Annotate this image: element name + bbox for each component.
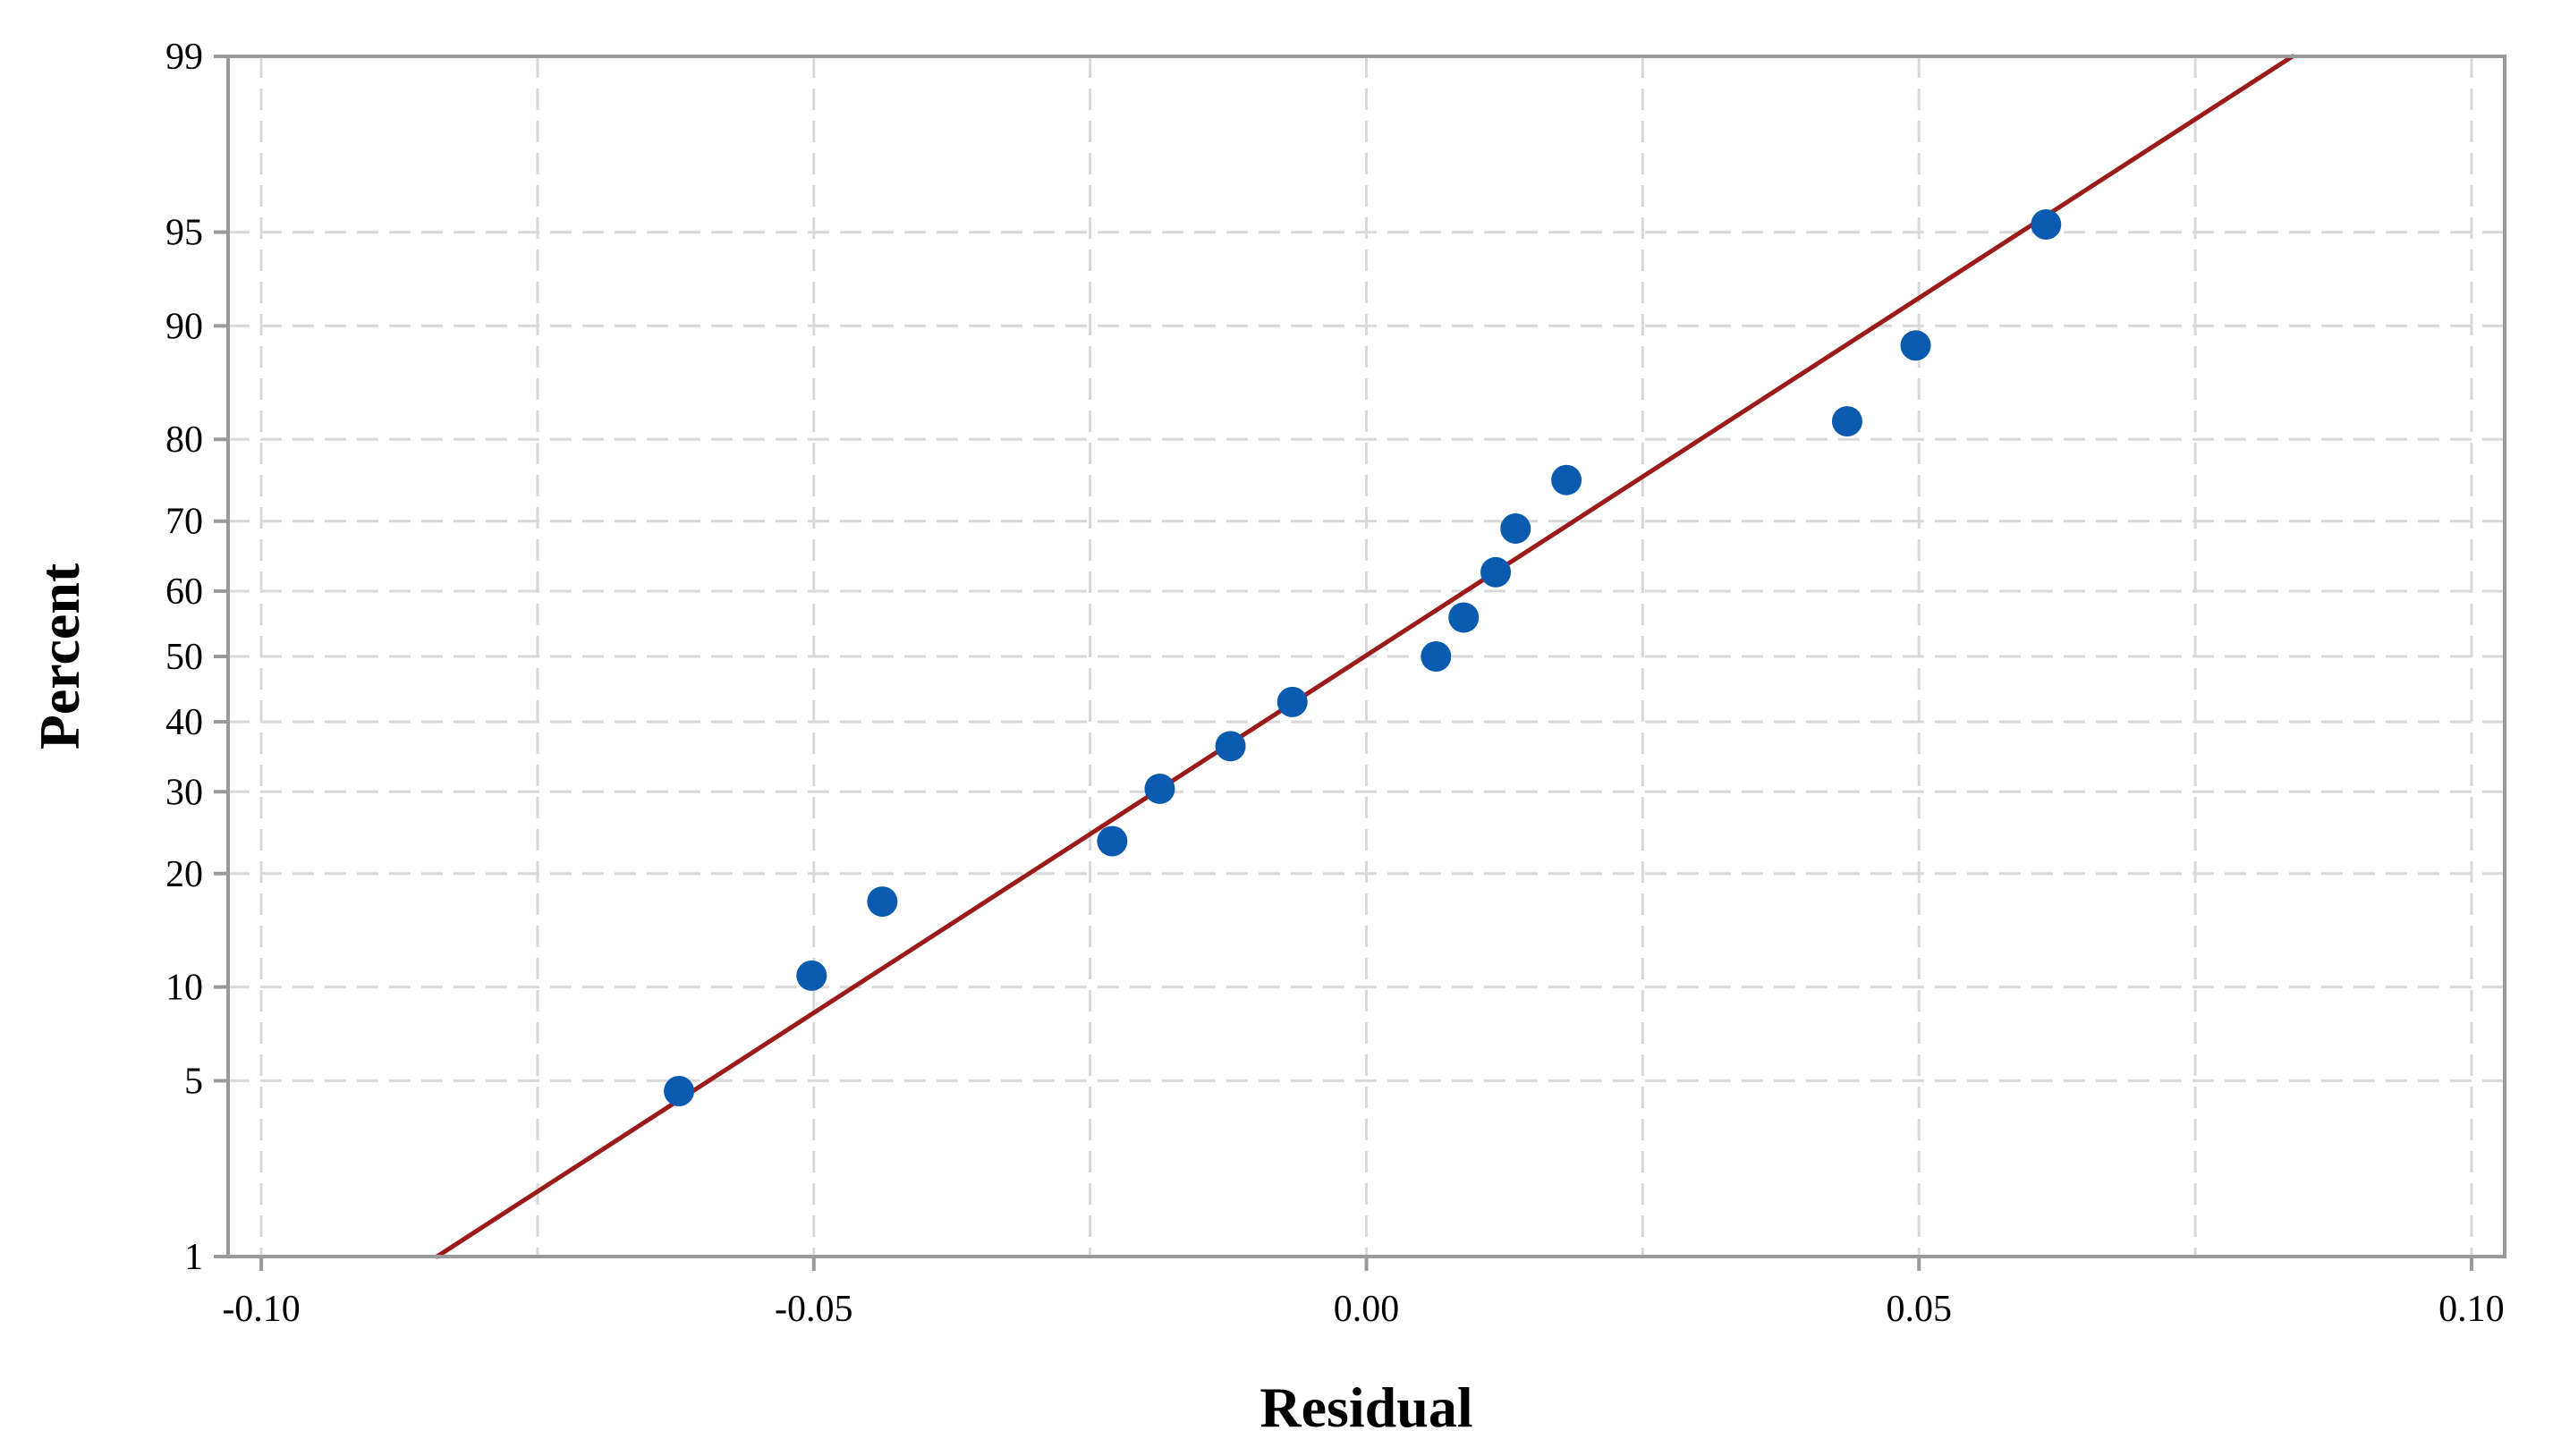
y-tick-label: 99	[165, 37, 203, 78]
y-tick-label: 50	[165, 637, 203, 678]
y-axis-title: Percent	[28, 563, 91, 749]
x-tick-label: 0.05	[1886, 1289, 1952, 1330]
y-tick-label: 95	[165, 213, 203, 254]
y-tick-label: 70	[165, 502, 203, 543]
data-point	[1448, 602, 1480, 633]
data-point	[1215, 731, 1246, 762]
data-point	[2031, 208, 2062, 240]
y-tick-label: 90	[165, 306, 203, 347]
y-tick-label: 10	[165, 968, 203, 1009]
data-point	[867, 886, 898, 918]
data-point	[1276, 686, 1308, 717]
data-point	[1480, 556, 1512, 588]
data-point	[1831, 406, 1862, 437]
data-point	[796, 960, 827, 991]
x-tick-label: 0.00	[1334, 1289, 1400, 1330]
y-tick-label: 60	[165, 571, 203, 613]
data-point	[1551, 464, 1582, 495]
y-tick-label: 30	[165, 772, 203, 813]
x-axis-title: Residual	[1260, 1376, 1472, 1439]
data-point	[664, 1075, 695, 1106]
data-point	[1421, 641, 1452, 672]
y-tick-label: 80	[165, 419, 203, 461]
data-points	[664, 208, 2062, 1106]
y-tick-label: 1	[184, 1237, 203, 1278]
fit-line	[434, 54, 2295, 1259]
grid-lines	[228, 56, 2505, 1257]
y-axis-ticks: 1 5 10 20 30 40 50 60 70 80 90 95 99	[165, 37, 228, 1278]
y-tick-label: 5	[184, 1061, 203, 1102]
fit-line-group	[434, 54, 2295, 1259]
x-tick-label: -0.10	[222, 1289, 301, 1330]
x-axis-ticks: -0.10 -0.05 0.00 0.05 0.10	[222, 1257, 2505, 1330]
y-tick-label: 40	[165, 702, 203, 743]
data-point	[1097, 825, 1128, 857]
x-tick-label: 0.10	[2438, 1289, 2505, 1330]
data-point	[1144, 773, 1175, 804]
y-tick-label: 20	[165, 854, 203, 895]
x-tick-label: -0.05	[775, 1289, 853, 1330]
data-point	[1500, 512, 1531, 544]
data-point	[1900, 330, 1931, 361]
